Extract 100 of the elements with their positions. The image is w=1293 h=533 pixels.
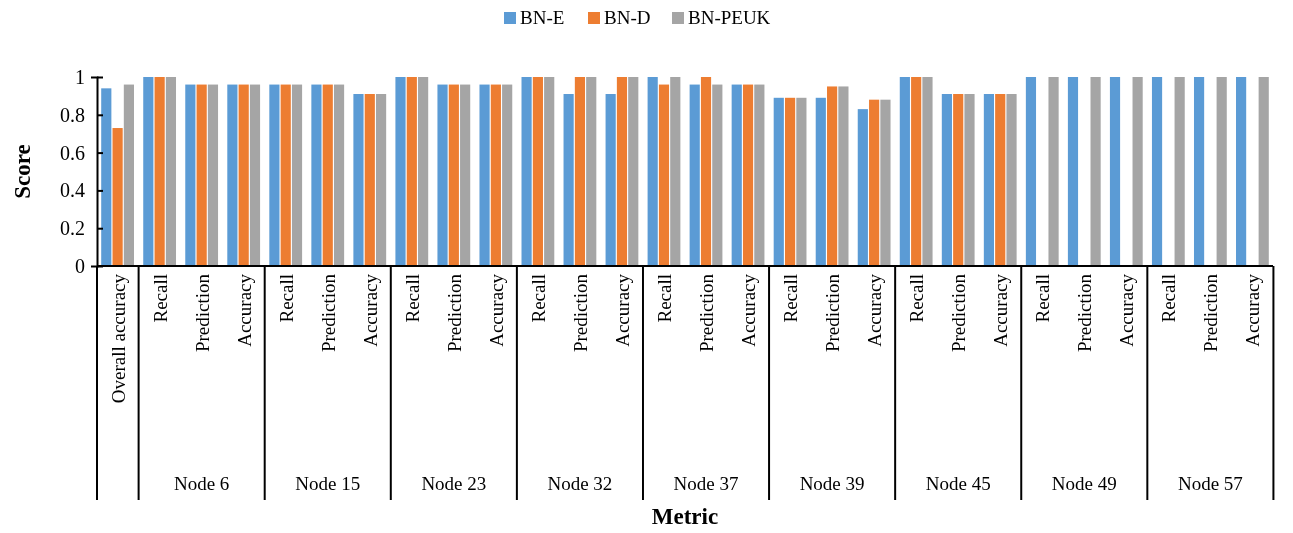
- x-tick-label: Recall: [906, 274, 928, 323]
- bar: [1193, 77, 1205, 266]
- bar: [815, 97, 826, 266]
- x-tick-label: Recall: [1032, 274, 1054, 323]
- bar: [712, 84, 723, 266]
- bar: [532, 77, 543, 266]
- legend-label: BN-D: [604, 7, 651, 28]
- x-tick-label: Recall: [653, 274, 675, 323]
- x-tick-label: Accuracy: [611, 273, 633, 347]
- x-tick-label: Prediction: [569, 273, 591, 353]
- bar: [1132, 77, 1143, 266]
- bar: [1151, 77, 1163, 266]
- bar: [1216, 77, 1227, 266]
- bar: [544, 77, 555, 266]
- x-tick-label: Prediction: [191, 273, 213, 353]
- bar: [101, 88, 112, 266]
- bar: [364, 94, 375, 266]
- legend-label: BN-E: [520, 7, 565, 28]
- x-tick-label: Accuracy: [233, 273, 255, 347]
- y-tick-label: 1: [75, 65, 85, 88]
- bar: [983, 94, 995, 266]
- text: Node 39: [799, 473, 865, 494]
- text: Node 49: [1051, 473, 1117, 494]
- bar: [353, 94, 364, 266]
- y-tick-label: 0.8: [60, 103, 85, 126]
- bar: [616, 77, 628, 266]
- bar: [502, 84, 513, 266]
- bar: [238, 84, 249, 266]
- bar: [563, 94, 574, 266]
- bar: [773, 97, 784, 266]
- bar: [333, 84, 345, 266]
- bar: [123, 84, 134, 266]
- text: Node 32: [547, 473, 613, 494]
- bar: [437, 84, 448, 266]
- y-tick-label: 0.2: [60, 217, 85, 240]
- text: Node 15: [295, 473, 361, 494]
- bar: [291, 84, 303, 266]
- x-tick-label: Overall accuracy: [107, 273, 129, 404]
- text: Node 23: [421, 473, 487, 494]
- bar: [143, 77, 154, 266]
- bar: [1067, 77, 1079, 266]
- bar: [754, 84, 765, 266]
- bar: [1090, 77, 1101, 266]
- bar: [880, 99, 891, 266]
- x-tick-label: Recall: [401, 274, 423, 323]
- bar: [586, 77, 597, 266]
- bar: [899, 77, 910, 266]
- y-tick-label: 0.6: [60, 141, 85, 164]
- bar: [227, 84, 238, 266]
- bar: [857, 109, 868, 266]
- bar: [1048, 77, 1059, 266]
- x-tick-label: Recall: [275, 274, 297, 323]
- x-tick-label: Accuracy: [1242, 273, 1264, 347]
- x-tick-label: Accuracy: [1116, 273, 1138, 347]
- bar: [922, 77, 933, 266]
- bar: [490, 84, 501, 266]
- bar: [280, 84, 291, 266]
- bar: [784, 97, 796, 266]
- bar: [869, 99, 880, 266]
- bar: [448, 84, 459, 266]
- bar: [827, 86, 838, 266]
- bar: [1006, 94, 1017, 266]
- bar: [574, 77, 586, 266]
- y-tick-label: 0.4: [60, 179, 85, 202]
- bar: [964, 94, 975, 266]
- x-axis-title: Metric: [651, 504, 719, 529]
- bar: [628, 77, 639, 266]
- bar: [658, 84, 670, 266]
- text: Node 6: [173, 473, 230, 494]
- x-tick-label: Prediction: [822, 273, 844, 353]
- bar: [112, 128, 123, 266]
- bar: [154, 77, 165, 266]
- bar: [1258, 77, 1269, 266]
- x-tick-label: Recall: [1158, 274, 1180, 323]
- bar: [406, 77, 417, 266]
- x-tick-label: Accuracy: [359, 273, 381, 347]
- bar: [395, 77, 406, 266]
- bar: [1109, 77, 1121, 266]
- bar: [731, 84, 742, 266]
- x-tick-label: Prediction: [1200, 273, 1222, 353]
- x-tick-label: Accuracy: [485, 273, 507, 347]
- x-tick-label: Recall: [780, 274, 802, 323]
- legend-label: BN-PEUK: [688, 7, 771, 28]
- bar: [207, 84, 219, 266]
- bar: [689, 84, 700, 266]
- bar: [1174, 77, 1185, 266]
- bar: [995, 94, 1006, 266]
- bar: [196, 84, 207, 266]
- x-tick-label: Prediction: [317, 273, 339, 353]
- bar: [742, 84, 754, 266]
- text: Node 57: [1177, 473, 1243, 494]
- x-tick-label: Prediction: [696, 273, 718, 353]
- bar: [911, 77, 922, 266]
- x-tick-label: Accuracy: [738, 273, 760, 347]
- x-tick-label: Prediction: [948, 273, 970, 353]
- x-tick-label: Accuracy: [990, 273, 1012, 347]
- bar: [311, 84, 322, 266]
- bar: [269, 84, 280, 266]
- bar: [1025, 77, 1037, 266]
- text: Node 37: [673, 473, 739, 494]
